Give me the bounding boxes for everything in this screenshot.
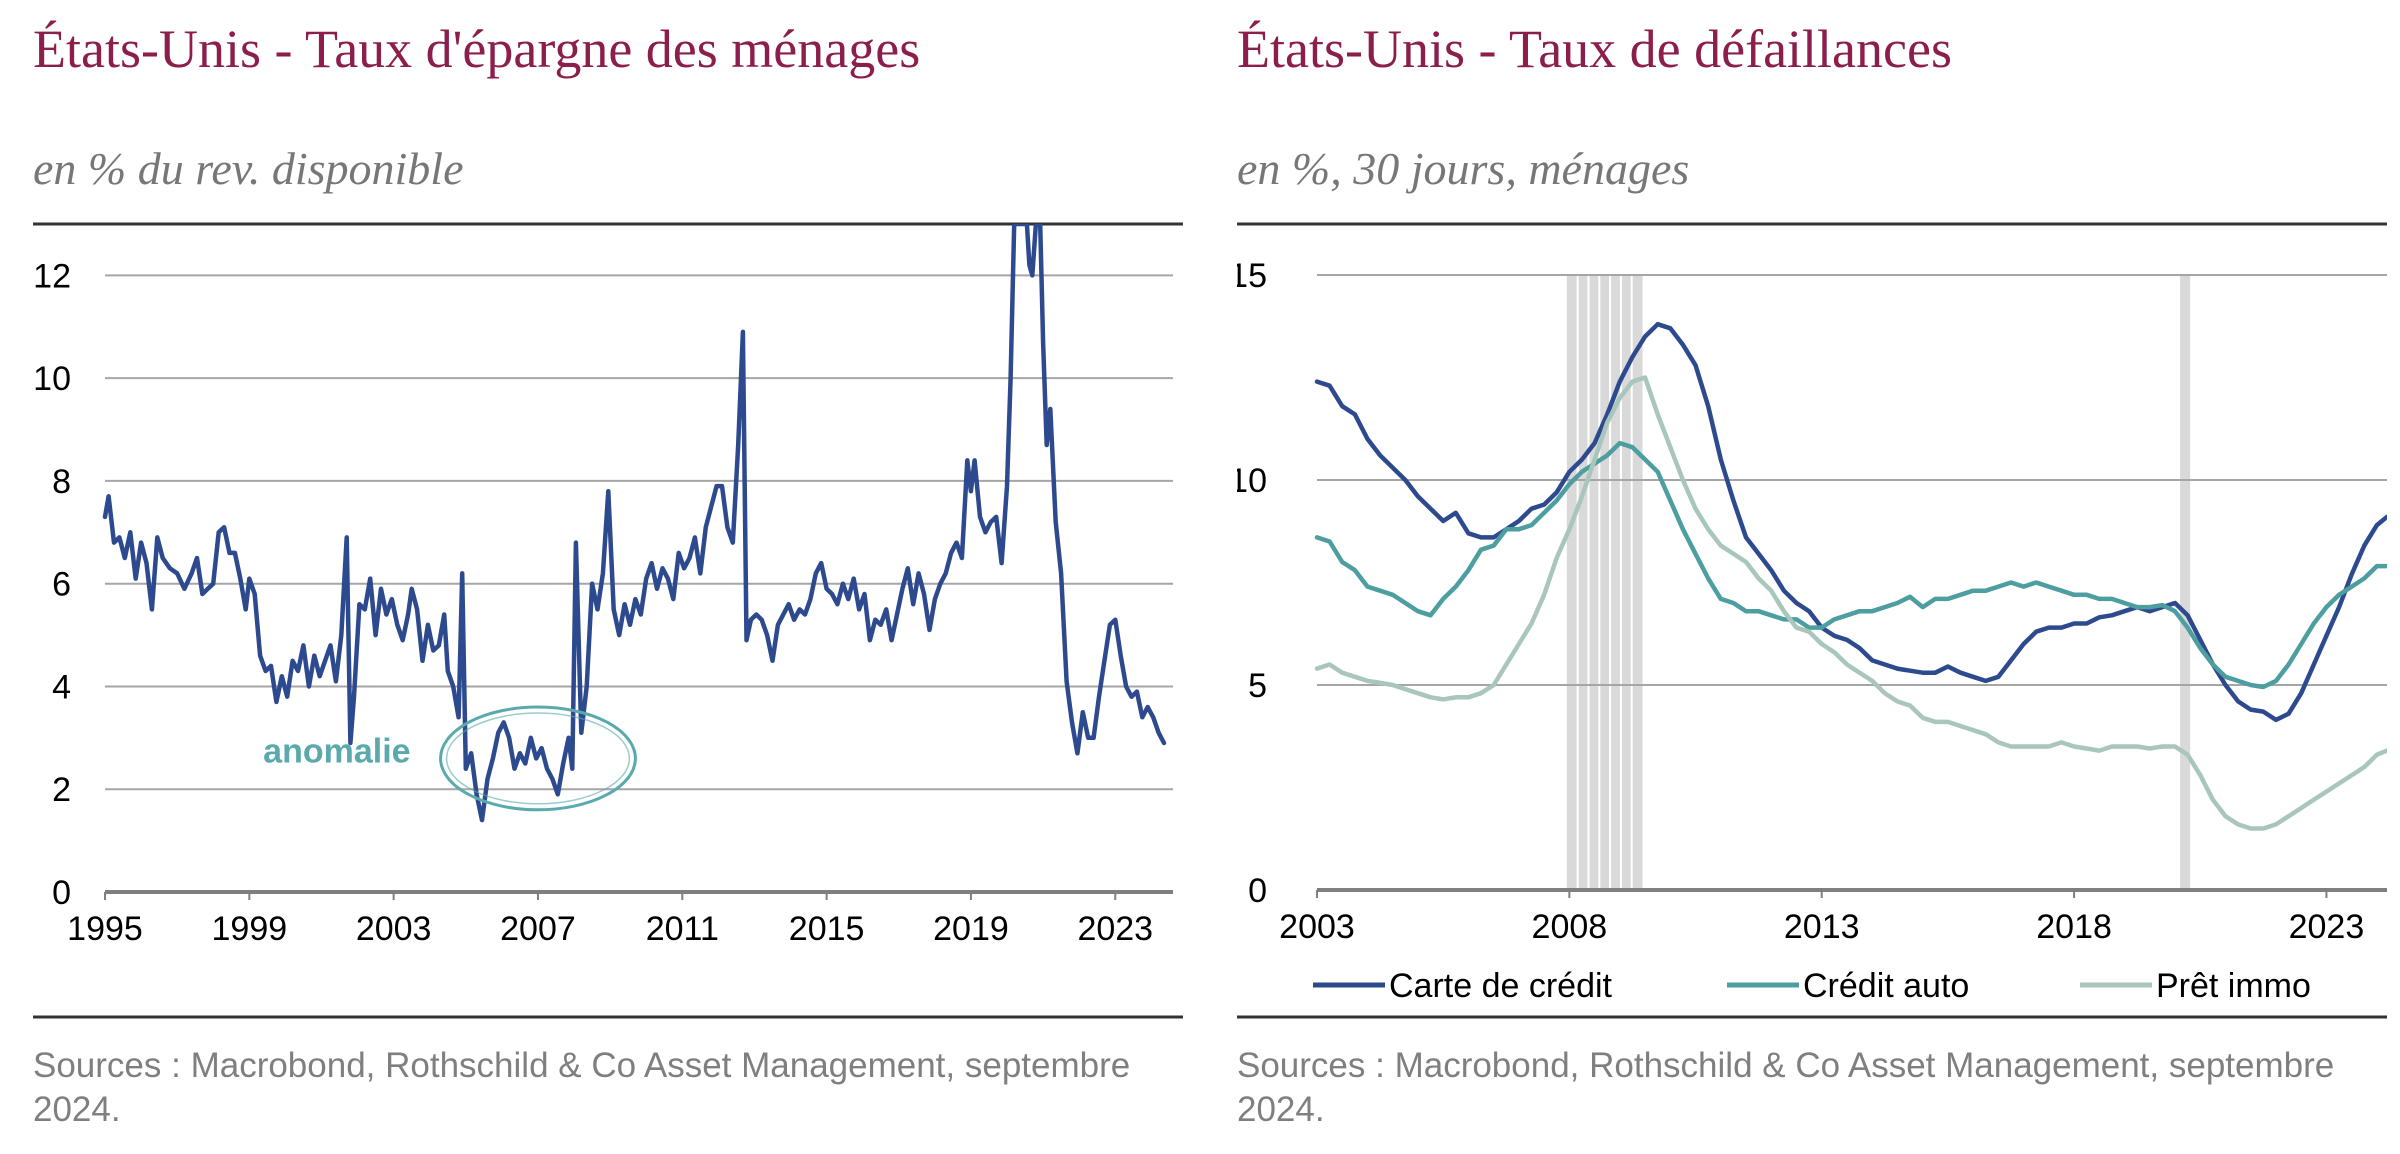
- x-tick-label: 2007: [500, 910, 576, 948]
- chart-subtitle: en %, 30 jours, ménages: [1237, 143, 1690, 194]
- y-tick-label: 6: [52, 566, 71, 604]
- x-tick-label: 2011: [646, 910, 719, 948]
- y-tick-label: 0: [52, 874, 71, 912]
- series-line: [102, 224, 1167, 823]
- chart-source: Sources : Macrobond, Rothschild & Co Ass…: [33, 1046, 1131, 1129]
- savings-rate-chart: 0 2 4 6 8 10 12 1995 1999 2003 2007 2011 2015 2019 202…: [33, 222, 1183, 1019]
- series-line: [1314, 321, 2387, 723]
- x-tick-label: 2008: [1532, 908, 1608, 946]
- x-tick-label: 2019: [933, 910, 1009, 948]
- legend-label: Prêt immo: [2156, 967, 2311, 1005]
- y-tick-label: 12: [33, 257, 71, 295]
- series-group: [102, 224, 1167, 823]
- x-tick-label: 2013: [1784, 908, 1860, 946]
- anomaly-ellipse-inner: [445, 712, 631, 805]
- chart-title: États-Unis - Taux de défaillances: [1237, 19, 1952, 79]
- chart-subtitle: en % du rev. disponible: [33, 143, 464, 194]
- y-tick-label: 4: [52, 668, 71, 706]
- x-tick-label: 2003: [1279, 908, 1355, 946]
- anomaly-label: anomalie: [263, 732, 410, 770]
- y-tick-label: 10: [33, 360, 71, 398]
- recession-band: [2180, 275, 2191, 890]
- chart-source: Sources : Macrobond, Rothschild & Co Ass…: [1237, 1046, 2335, 1129]
- x-tick-label: 1995: [67, 910, 143, 948]
- x-tick-label: 1999: [212, 910, 288, 948]
- legend-label: Crédit auto: [1803, 967, 1969, 1005]
- y-tick-label: 2: [52, 771, 71, 809]
- chart-title: États-Unis - Taux d'épargne des ménages: [33, 19, 921, 79]
- y-tick-label: 10: [1237, 462, 1267, 500]
- x-tick-label: 2003: [356, 910, 432, 948]
- x-tick-label: 2018: [2036, 908, 2112, 946]
- y-tick-label: 0: [1248, 872, 1267, 910]
- legend-label: Carte de crédit: [1389, 967, 1613, 1005]
- y-tick-label: 5: [1248, 667, 1267, 705]
- delinquency-chart: 0 5 10 15 2003 2008 2013 2018 2023 Carte de crédi…: [1237, 222, 2387, 1019]
- savings-rate-panel: États-Unis - Taux d'épargne des ménages …: [33, 0, 1183, 1154]
- anomaly-ellipse: [439, 705, 637, 812]
- x-tick-label: 2023: [1077, 910, 1153, 948]
- y-tick-label: 15: [1237, 257, 1267, 295]
- y-tick-label: 8: [52, 463, 71, 501]
- series-line: [1314, 440, 2387, 690]
- series-group: [1314, 321, 2387, 831]
- series-line: [1314, 375, 2387, 831]
- delinquency-panel: États-Unis - Taux de défaillances en %, …: [1237, 0, 2387, 1154]
- x-tick-label: 2023: [2289, 908, 2365, 946]
- recession-band: [1566, 275, 1643, 890]
- x-tick-label: 2015: [789, 910, 865, 948]
